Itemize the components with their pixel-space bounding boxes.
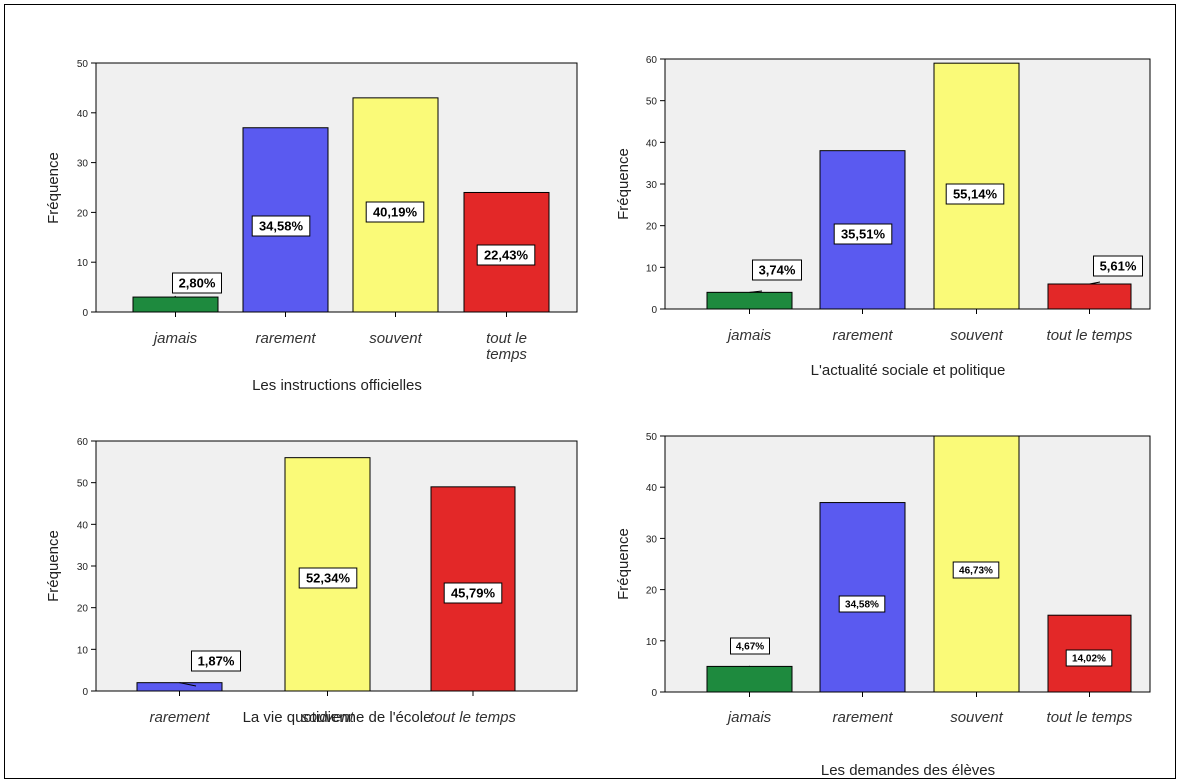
plot-area [664, 58, 1151, 310]
y-tick-label: 30 [77, 562, 89, 573]
x-axis-title: Les instructions officielles [252, 377, 422, 394]
y-axis-title: Fréquence [615, 148, 632, 220]
bar-rarement [136, 682, 223, 692]
y-tick-label: 20 [646, 586, 658, 597]
data-label-box [730, 637, 770, 655]
x-tick-label: souvent [301, 709, 354, 726]
data-label: 1,87% [198, 654, 235, 669]
y-tick-label: 40 [646, 138, 658, 149]
data-label: 34,58% [259, 219, 304, 234]
data-label-box [298, 567, 358, 589]
data-label: 14,02% [1072, 654, 1106, 665]
chart-1: 0 10 20 30 40 50 Fréquence jamais rarement souven… [45, 59, 578, 394]
y-tick-label: 30 [77, 159, 89, 170]
data-label-box [752, 259, 802, 281]
data-label-box [476, 244, 536, 266]
x-tick-label: tout le temps [430, 709, 516, 726]
data-label-box [443, 582, 503, 604]
data-label: 35,51% [841, 227, 886, 242]
data-label: 4,67% [736, 642, 764, 653]
y-tick-label: 50 [646, 97, 658, 108]
x-tick-label: souvent [950, 327, 1003, 344]
x-tick-label: tout le temps [1047, 709, 1133, 726]
x-tick-label: rarement [255, 330, 316, 347]
data-label: 46,73% [959, 566, 993, 577]
x-tick-label: tout le temps [486, 330, 527, 363]
y-tick-label: 10 [77, 645, 89, 656]
data-label-box [833, 223, 893, 245]
data-label: 3,74% [759, 263, 796, 278]
y-axis-title: Fréquence [45, 530, 62, 602]
x-axis-title: Les demandes des élèves [821, 762, 995, 779]
y-tick-label: 40 [77, 520, 89, 531]
chart-2: 0 10 20 30 40 50 60 Fréquence jamais rarement souv… [615, 55, 1151, 379]
data-label: 2,80% [179, 276, 216, 291]
y-axis-title: Fréquence [45, 152, 62, 224]
data-label: 34,58% [845, 600, 879, 611]
x-tick-label: jamais [726, 327, 772, 344]
x-axis-title: La vie quotidienne de l'école [243, 709, 432, 726]
label-leader-line [174, 295, 176, 298]
label-leader-line [1089, 281, 1101, 285]
y-tick-label: 30 [646, 534, 658, 545]
bar-jamais [132, 296, 219, 313]
chart-4: 0 10 20 30 40 50 Fréquence jamais rarement souven… [615, 432, 1151, 779]
label-leader-line [749, 290, 763, 293]
data-label: 52,34% [306, 571, 351, 586]
y-tick-label: 0 [651, 688, 657, 699]
x-tick-label: jamais [152, 330, 198, 347]
data-label-box [838, 595, 886, 613]
x-tick-label: rarement [149, 709, 210, 726]
y-tick-label: 60 [77, 437, 89, 448]
y-tick-label: 0 [651, 305, 657, 316]
bar-tout-le-temps [1047, 283, 1132, 310]
label-leader-line [179, 682, 197, 687]
bar-jamais [706, 665, 793, 693]
x-tick-label: souvent [369, 330, 422, 347]
y-tick-label: 20 [77, 604, 89, 615]
y-tick-label: 10 [646, 263, 658, 274]
y-tick-label: 0 [82, 687, 88, 698]
x-tick-label: tout le temps [1047, 327, 1133, 344]
x-axis-title: L'actualité sociale et politique [811, 362, 1006, 379]
data-label-box [172, 272, 222, 294]
y-tick-label: 50 [77, 479, 89, 490]
y-tick-label: 50 [646, 432, 658, 443]
y-tick-label: 40 [646, 483, 658, 494]
y-tick-label: 0 [82, 308, 88, 319]
data-label-box [952, 561, 1000, 579]
y-tick-label: 20 [77, 208, 89, 219]
y-tick-label: 10 [77, 258, 89, 269]
data-label: 40,19% [373, 205, 418, 220]
y-tick-label: 10 [646, 637, 658, 648]
data-label: 45,79% [451, 586, 496, 601]
bar-jamais [706, 291, 793, 310]
y-tick-label: 30 [646, 180, 658, 191]
data-label: 5,61% [1100, 259, 1137, 274]
x-tick-label: jamais [726, 709, 772, 726]
data-label: 22,43% [484, 248, 529, 263]
data-label-box [191, 650, 241, 672]
y-axis-title: Fréquence [615, 528, 632, 600]
y-tick-label: 20 [646, 222, 658, 233]
data-label-box [251, 215, 311, 237]
y-tick-label: 60 [646, 55, 658, 66]
data-label-box [365, 201, 425, 223]
data-label-box [1065, 649, 1113, 667]
y-tick-label: 50 [77, 59, 89, 70]
data-label-box [945, 183, 1005, 205]
x-tick-label: souvent [950, 709, 1003, 726]
x-tick-label: rarement [832, 709, 893, 726]
x-tick-label: rarement [832, 327, 893, 344]
data-label: 55,14% [953, 187, 998, 202]
y-tick-label: 40 [77, 109, 89, 120]
chart-3: 0 10 20 30 40 50 60 Fréquence rarement souvent tou… [45, 437, 578, 726]
data-label-box [1093, 255, 1143, 277]
